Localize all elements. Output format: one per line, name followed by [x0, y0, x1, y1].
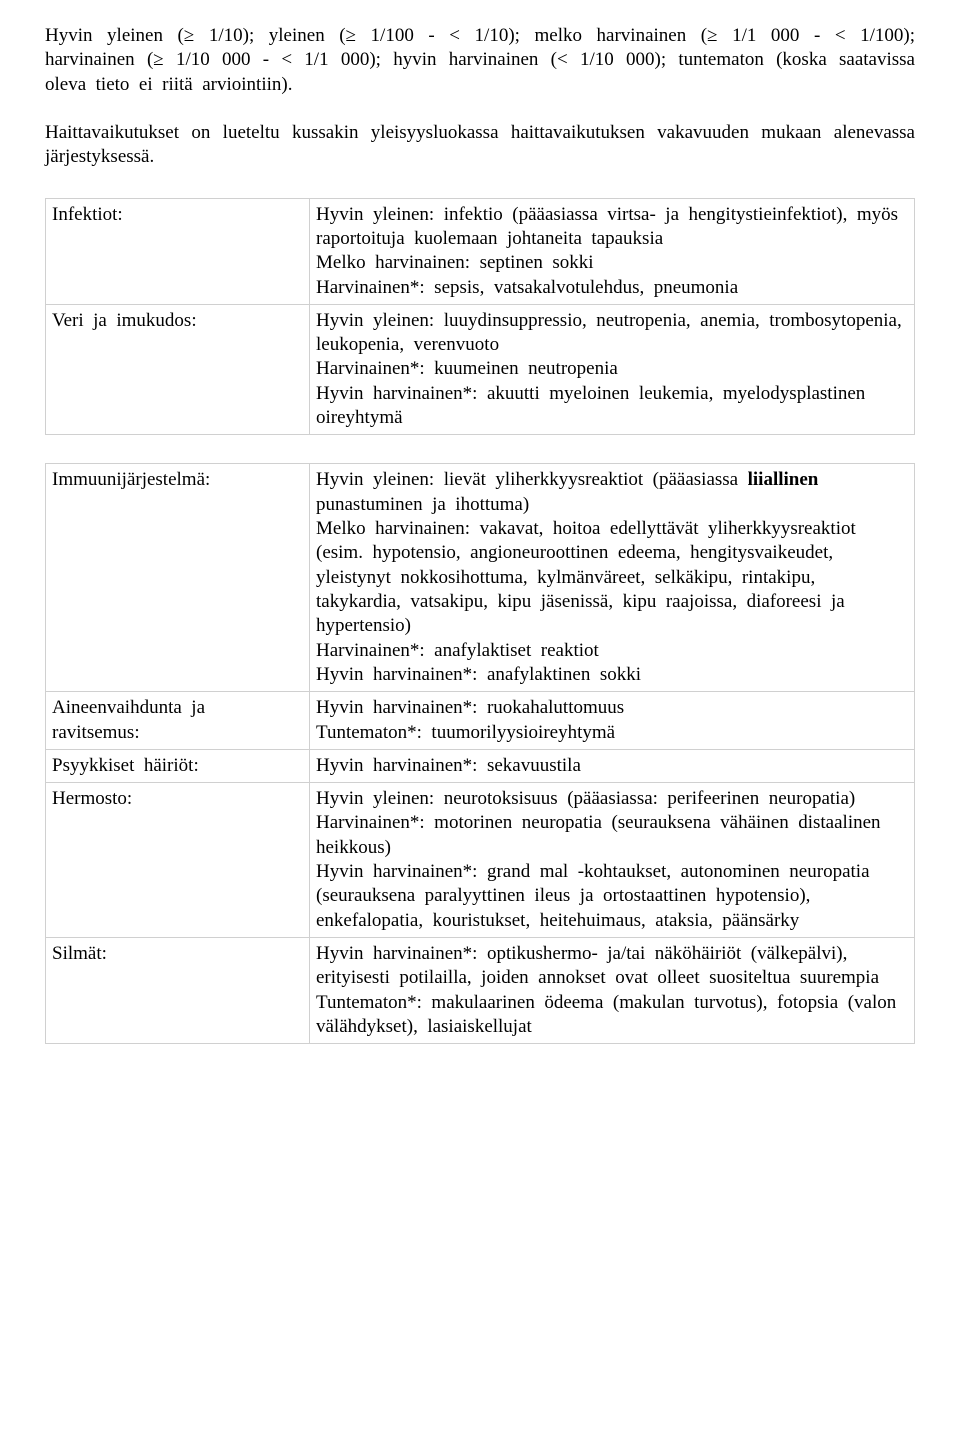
- row-content: Hyvin yleinen: lievät yliherkkyysreaktio…: [310, 464, 914, 691]
- row-label: Aineenvaihdunta ja ravitsemus:: [46, 692, 310, 749]
- intro-section: Hyvin yleinen (≥ 1/10); yleinen (≥ 1/100…: [45, 24, 915, 170]
- row-content: Hyvin yleinen: infektio (pääasiassa virt…: [310, 199, 914, 304]
- adverse-effect-group: Immuunijärjestelmä:Hyvin yleinen: lievät…: [45, 463, 915, 1044]
- table-row: Veri ja imukudos:Hyvin yleinen: luuydins…: [46, 305, 914, 436]
- table-row: Immuunijärjestelmä:Hyvin yleinen: lievät…: [46, 464, 914, 692]
- row-label: Silmät:: [46, 938, 310, 1043]
- row-content: Hyvin harvinainen*: optikushermo- ja/tai…: [310, 938, 914, 1043]
- intro-paragraph-2: Haittavaikutukset on lueteltu kussakin y…: [45, 121, 915, 170]
- row-content: Hyvin yleinen: neurotoksisuus (pääasiass…: [310, 783, 914, 937]
- row-content: Hyvin harvinainen*: ruokahaluttomuusTunt…: [310, 692, 914, 749]
- table-row: Infektiot:Hyvin yleinen: infektio (pääas…: [46, 199, 914, 305]
- row-content: Hyvin yleinen: luuydinsuppressio, neutro…: [310, 305, 914, 435]
- intro-paragraph-1: Hyvin yleinen (≥ 1/10); yleinen (≥ 1/100…: [45, 24, 915, 97]
- row-label: Psyykkiset häiriöt:: [46, 750, 310, 782]
- bold-text: liiallinen: [748, 469, 819, 490]
- table-row: Aineenvaihdunta ja ravitsemus:Hyvin harv…: [46, 692, 914, 750]
- row-label: Hermosto:: [46, 783, 310, 937]
- adverse-effects-tables: Infektiot:Hyvin yleinen: infektio (pääas…: [45, 198, 915, 1045]
- table-row: Silmät:Hyvin harvinainen*: optikushermo-…: [46, 938, 914, 1044]
- table-row: Hermosto:Hyvin yleinen: neurotoksisuus (…: [46, 783, 914, 938]
- row-label: Veri ja imukudos:: [46, 305, 310, 435]
- row-label: Immuunijärjestelmä:: [46, 464, 310, 691]
- adverse-effect-group: Infektiot:Hyvin yleinen: infektio (pääas…: [45, 198, 915, 436]
- row-content: Hyvin harvinainen*: sekavuustila: [310, 750, 914, 782]
- row-label: Infektiot:: [46, 199, 310, 304]
- document-page: Hyvin yleinen (≥ 1/10); yleinen (≥ 1/100…: [0, 0, 960, 1104]
- table-row: Psyykkiset häiriöt:Hyvin harvinainen*: s…: [46, 750, 914, 783]
